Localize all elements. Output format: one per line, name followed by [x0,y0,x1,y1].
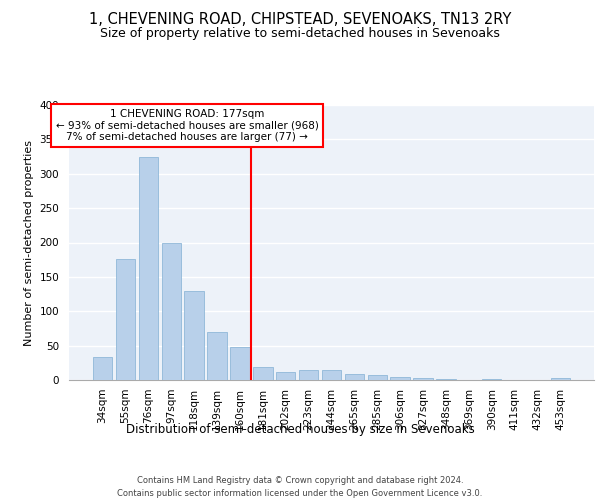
Y-axis label: Number of semi-detached properties: Number of semi-detached properties [24,140,34,346]
Bar [482,378,502,380]
Bar [208,332,227,380]
Bar [276,372,295,380]
Bar [299,370,319,380]
Bar [413,378,433,380]
Bar [368,374,387,380]
Text: 1, CHEVENING ROAD, CHIPSTEAD, SEVENOAKS, TN13 2RY: 1, CHEVENING ROAD, CHIPSTEAD, SEVENOAKS,… [89,12,511,28]
Bar [139,156,158,380]
Bar [116,259,135,380]
Bar [322,370,341,380]
Bar [391,376,410,380]
Text: Contains HM Land Registry data © Crown copyright and database right 2024.
Contai: Contains HM Land Registry data © Crown c… [118,476,482,498]
Text: 1 CHEVENING ROAD: 177sqm
← 93% of semi-detached houses are smaller (968)
7% of s: 1 CHEVENING ROAD: 177sqm ← 93% of semi-d… [56,109,319,142]
Bar [230,347,250,380]
Bar [184,290,204,380]
Bar [344,374,364,380]
Bar [253,367,272,380]
Text: Distribution of semi-detached houses by size in Sevenoaks: Distribution of semi-detached houses by … [125,422,475,436]
Bar [161,243,181,380]
Text: Size of property relative to semi-detached houses in Sevenoaks: Size of property relative to semi-detach… [100,28,500,40]
Bar [551,378,570,380]
Bar [436,378,455,380]
Bar [93,358,112,380]
